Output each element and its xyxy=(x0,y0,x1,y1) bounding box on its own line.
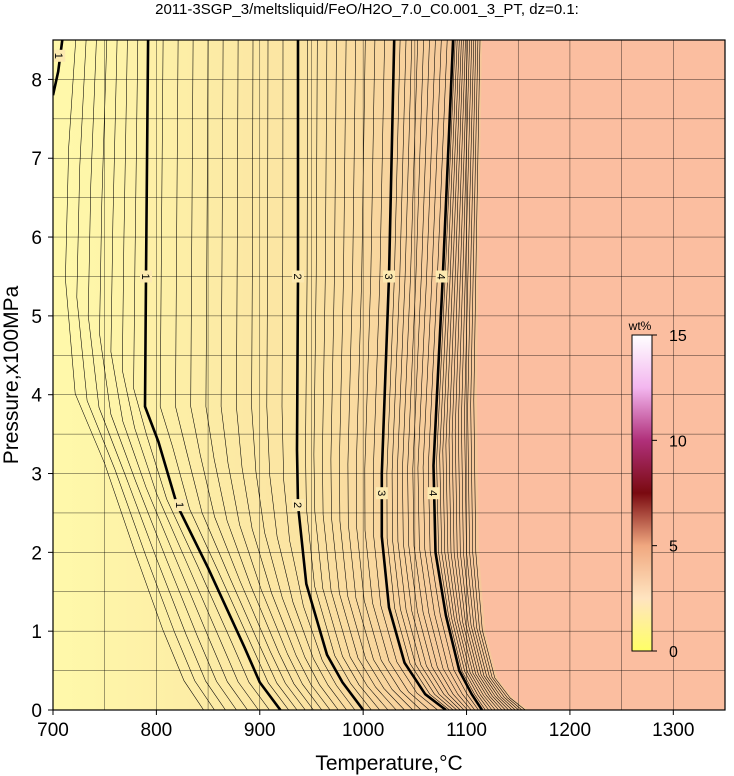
contour-line xyxy=(461,40,513,710)
labeled-contour-line xyxy=(432,40,484,710)
contour-line xyxy=(110,40,248,710)
svg-text:1: 1 xyxy=(52,53,64,59)
x-tick-label: 700 xyxy=(37,720,69,741)
contour-line xyxy=(467,40,519,710)
contour-line xyxy=(448,40,499,710)
contour-line xyxy=(356,40,422,710)
saturated-region-fill xyxy=(476,40,725,710)
x-tick-label: 800 xyxy=(141,720,173,741)
y-tick-label: 8 xyxy=(31,70,42,91)
x-axis-label: Temperature,°C xyxy=(315,752,462,775)
contour-line xyxy=(407,40,465,710)
contour-line xyxy=(159,40,289,710)
colorbar-gradient xyxy=(631,334,653,652)
svg-text:1: 1 xyxy=(139,273,151,279)
contour-line xyxy=(339,40,405,710)
colorbar-tick-label: 5 xyxy=(669,539,678,556)
contour-label: 3 xyxy=(382,270,395,283)
y-tick-label: 1 xyxy=(31,622,42,643)
svg-text:2: 2 xyxy=(291,502,303,508)
y-tick-label: 7 xyxy=(31,149,42,170)
contour-line xyxy=(76,40,215,710)
contour-line xyxy=(417,40,472,710)
contour-line xyxy=(220,40,323,710)
contour-line xyxy=(99,40,237,710)
contour-line xyxy=(436,40,486,710)
contour-line xyxy=(412,40,468,710)
contour-line xyxy=(266,40,347,710)
colorbar: wt% 0 5 10 15 xyxy=(628,319,687,661)
contour-line xyxy=(428,40,479,710)
colorbar-unit-label: wt% xyxy=(628,319,652,333)
contour-line xyxy=(473,40,526,710)
x-tick-label: 900 xyxy=(244,720,276,741)
contour-line xyxy=(313,40,380,710)
contour-line xyxy=(470,40,523,710)
x-tick-label: 1100 xyxy=(446,720,487,741)
contour-line xyxy=(281,40,356,710)
contour-line xyxy=(458,40,509,710)
x-tick-label: 1300 xyxy=(652,720,694,741)
svg-text:4: 4 xyxy=(435,273,447,279)
contour-line xyxy=(397,40,457,710)
contour-line xyxy=(402,40,461,710)
contour-line xyxy=(322,40,389,710)
contour-line xyxy=(347,40,413,710)
contour-line xyxy=(391,40,454,710)
contour-label: 1 xyxy=(173,499,187,512)
contour-label: 1 xyxy=(139,270,152,283)
x-tick-label: 1200 xyxy=(549,720,591,741)
contour-label: 3 xyxy=(375,487,388,500)
contour-line xyxy=(190,40,306,710)
svg-text:3: 3 xyxy=(375,490,387,496)
contour-line xyxy=(445,40,496,710)
colorbar-tick-label: 10 xyxy=(669,433,687,450)
svg-text:1: 1 xyxy=(173,502,185,508)
y-tick-label: 6 xyxy=(31,228,42,249)
colorbar-tick-label: 15 xyxy=(669,328,687,345)
contour-line xyxy=(330,40,397,710)
contour-label: 2 xyxy=(291,499,304,512)
contour-line xyxy=(87,40,226,710)
contour-line xyxy=(305,40,372,710)
y-tick-label: 4 xyxy=(31,386,42,407)
contour-label: 4 xyxy=(435,270,448,283)
contour-line xyxy=(364,40,430,710)
contour-label: 1 xyxy=(52,49,66,62)
y-tick-label: 0 xyxy=(31,701,42,722)
svg-text:2: 2 xyxy=(291,273,303,279)
svg-text:4: 4 xyxy=(427,490,439,496)
contour-label: 4 xyxy=(427,487,440,500)
y-tick-label: 3 xyxy=(31,465,42,486)
y-tick-label: 2 xyxy=(31,543,42,564)
svg-text:3: 3 xyxy=(382,273,394,279)
contour-line xyxy=(386,40,450,710)
contour-line xyxy=(251,40,339,710)
contour-label: 2 xyxy=(291,270,304,283)
plot-frame xyxy=(52,39,726,711)
chart-title: 2011-3SGP_3/meltsliquid/FeO/H2O_7.0_C0.0… xyxy=(155,1,579,18)
contour-line xyxy=(439,40,489,710)
contour-line xyxy=(464,40,516,710)
labeled-contour-line xyxy=(380,40,447,710)
contour-line xyxy=(373,40,438,710)
contour-line xyxy=(133,40,270,710)
y-tick-label: 5 xyxy=(31,307,42,328)
contour-line xyxy=(236,40,331,710)
contour-line xyxy=(422,40,476,710)
labeled-contour-line xyxy=(295,40,365,710)
colorbar-tick-label: 0 xyxy=(669,644,678,661)
contour-line xyxy=(205,40,314,710)
contour-line xyxy=(451,40,503,710)
x-tick-label: 1000 xyxy=(342,720,384,741)
y-axis-label: Pressure,x100MPa xyxy=(0,285,23,464)
contour-line xyxy=(442,40,493,710)
contour-line xyxy=(454,40,506,710)
